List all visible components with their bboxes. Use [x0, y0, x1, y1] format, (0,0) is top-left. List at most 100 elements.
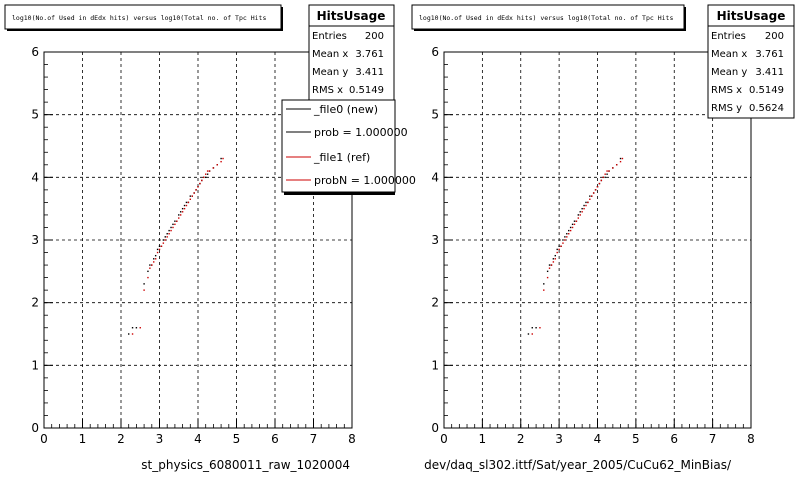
y-tick-label: 6: [31, 45, 39, 59]
stats-value: 200: [765, 31, 784, 42]
scatter-point: [548, 264, 551, 266]
scatter-point: [181, 207, 184, 210]
scatter-point: [608, 170, 610, 172]
stats-label: Entries: [312, 31, 347, 42]
scatter-point: [189, 195, 191, 197]
scatter-point: [594, 189, 597, 191]
scatter-point: [569, 229, 572, 232]
scatter-point: [149, 264, 151, 266]
scatter-point: [539, 327, 541, 329]
scatter-point: [172, 226, 174, 229]
scatter-points-right: [527, 157, 624, 335]
scatter-point: [151, 264, 153, 266]
scatter-point: [160, 245, 163, 247]
chart-title-right: log10(No.of Used in dEdx hits) versus lo…: [419, 14, 673, 22]
scatter-point: [205, 176, 207, 179]
stats-label: RMS x: [312, 85, 343, 96]
stats-label: Mean x: [312, 49, 348, 60]
scatter-point: [178, 217, 180, 219]
scatter-point: [170, 229, 172, 232]
scatter-point: [166, 233, 168, 235]
chart-panel-right: log10(No.of Used in dEdx hits) versus lo…: [411, 4, 795, 472]
scatter-point: [568, 229, 570, 232]
scatter-point: [174, 223, 176, 226]
scatter-point: [604, 176, 606, 179]
scatter-point: [178, 214, 180, 216]
stats-label: RMS y: [711, 103, 742, 114]
scatter-point: [199, 182, 201, 185]
scatter-point: [131, 333, 134, 335]
scatter-point: [554, 254, 556, 257]
scatter-point: [153, 261, 155, 263]
scatter-point: [556, 251, 558, 254]
y-tick-label: 1: [31, 358, 39, 372]
scatter-point: [552, 258, 555, 260]
scatter-point: [183, 207, 186, 210]
scatter-point: [606, 170, 608, 172]
scatter-point: [596, 186, 599, 188]
scatter-point: [166, 236, 168, 238]
scatter-point: [164, 236, 166, 238]
scatter-point: [183, 204, 186, 207]
stats-box-right: HitsUsage Entries 200 Mean x 3.761 Mean …: [707, 4, 795, 119]
scatter-point: [548, 267, 551, 269]
chart-panel-left: log10(No.of Used in dEdx hits) versus lo…: [4, 4, 416, 472]
y-tick-label: 3: [431, 233, 439, 247]
scatter-point: [206, 170, 209, 172]
legend-label: _file1 (ref): [313, 151, 370, 164]
scatter-point: [195, 189, 197, 191]
scatter-point: [179, 214, 182, 216]
scatter-point: [143, 283, 145, 285]
scatter-point: [571, 223, 574, 226]
x-tick-label: 6: [271, 432, 279, 446]
scatter-point: [191, 195, 193, 197]
scatter-point: [619, 157, 622, 160]
scatter-point: [531, 327, 533, 329]
x-tick-label: 3: [156, 432, 164, 446]
axis-ticks-left: 0 1 2 3 4 5 6 7 8 0 1 2 3 4 5 6: [31, 45, 355, 446]
stats-label: RMS x: [711, 85, 742, 96]
x-tick-label: 5: [233, 432, 241, 446]
scatter-point: [156, 248, 159, 251]
legend-label: prob = 1.000000: [314, 126, 408, 139]
scatter-point: [577, 217, 580, 219]
scatter-point: [181, 211, 184, 213]
scatter-point: [201, 179, 203, 182]
scatter-point: [203, 176, 205, 179]
x-tick-label: 1: [479, 432, 487, 446]
y-tick-label: 4: [31, 170, 39, 184]
stats-value: 3.411: [355, 67, 384, 78]
x-tick-label: 8: [747, 432, 755, 446]
scatter-point: [205, 173, 207, 175]
scatter-point: [128, 333, 130, 335]
scatter-point: [164, 239, 166, 241]
scatter-point: [571, 226, 574, 229]
scatter-point: [156, 251, 159, 254]
scatter-point: [562, 239, 564, 241]
y-tick-label: 5: [31, 108, 39, 122]
scatter-point: [162, 239, 165, 241]
scatter-point: [162, 242, 165, 244]
scatter-point: [147, 270, 149, 273]
scatter-point: [583, 207, 585, 210]
scatter-point: [179, 211, 182, 213]
chart-title-left: log10(No.of Used in dEdx hits) versus lo…: [12, 14, 266, 22]
scatter-point: [220, 157, 222, 160]
legend-label: probN = 1.000000: [314, 174, 416, 187]
stats-value: 3.411: [755, 67, 784, 78]
scatter-point: [592, 192, 595, 194]
scatter-point: [168, 229, 170, 232]
scatter-point: [535, 327, 537, 329]
scatter-point: [602, 176, 604, 179]
stats-value: 200: [365, 31, 384, 42]
scatter-point: [589, 195, 591, 197]
scatter-point: [585, 204, 587, 207]
scatter-point: [589, 198, 591, 200]
scatter-point: [556, 248, 558, 251]
y-tick-label: 1: [431, 358, 439, 372]
scatter-points-left: [128, 157, 224, 335]
scatter-point: [197, 186, 199, 188]
scatter-point: [543, 283, 545, 285]
stats-value: 3.761: [355, 49, 384, 60]
stats-label: Entries: [711, 31, 746, 42]
